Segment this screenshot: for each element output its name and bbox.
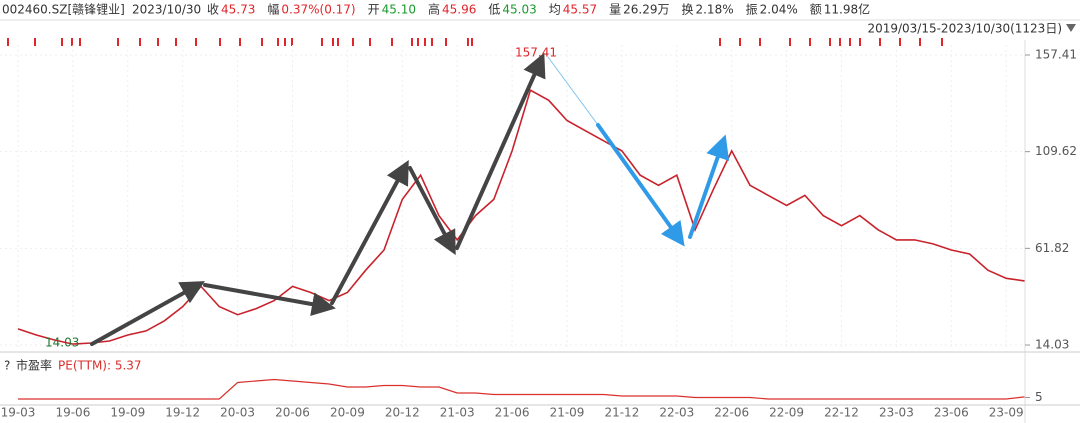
field-value: 11.98亿 <box>824 2 870 17</box>
x-tick-label: 22-12 <box>824 406 859 420</box>
plot: 19-03 19-06 19-09 19-12 20-03 20-06 20-09 20-12… <box>0 45 1077 420</box>
x-tick-label: 20-12 <box>385 406 420 420</box>
field-value: 2.04% <box>760 3 798 17</box>
x-tick-label: 21-09 <box>550 406 585 420</box>
arrow <box>90 281 205 346</box>
y-tick-label: 61.82 <box>1035 241 1069 255</box>
field-value: 0.37%(0.17) <box>281 3 355 17</box>
date-range: 2019/03/15-2023/10/30(1123日) <box>867 22 1062 36</box>
field-label: 振 <box>746 3 758 17</box>
arrow <box>408 166 456 256</box>
y-tick-label: 109.62 <box>1035 144 1077 158</box>
field-label: 幅 <box>267 2 279 17</box>
help-icon[interactable]: ? <box>4 359 10 373</box>
arrow <box>596 123 685 247</box>
x-tick-label: 21-12 <box>604 406 639 420</box>
x-tick-label: 19-09 <box>110 406 145 420</box>
arrow <box>203 283 336 316</box>
trend-arrows <box>90 52 730 346</box>
field-label: 额 <box>810 3 822 17</box>
x-tick-label: 23-09 <box>989 406 1024 420</box>
x-tick-label: 23-06 <box>934 406 969 420</box>
field-value: 45.57 <box>563 3 597 17</box>
y-tick-label: 5 <box>1035 390 1043 404</box>
price-line <box>17 89 1025 345</box>
field-value: 45.96 <box>442 3 476 17</box>
x-tick-label: 21-06 <box>495 406 530 420</box>
event-flags <box>7 38 943 46</box>
x-tick-label: 19-03 <box>1 406 36 420</box>
field-value: 2.18% <box>695 3 733 17</box>
field-value: 45.03 <box>502 3 536 17</box>
arrow <box>455 52 546 250</box>
field-label: 均 <box>549 3 561 17</box>
arrow <box>330 159 409 305</box>
field-label: 换 <box>681 3 693 17</box>
x-tick-label: 19-06 <box>55 406 90 420</box>
legend-entry: PE(TTM): 5.37 <box>58 359 142 373</box>
quote-fields: 收 45.73 幅 0.37%(0.17) 开 45.10 高 45.96 低 45.03 均 45.… <box>207 2 870 17</box>
field-label: 开 <box>368 3 380 17</box>
y-tick-label: 14.03 <box>1035 338 1069 352</box>
dropdown-icon[interactable] <box>1066 24 1076 32</box>
pe-title: 市盈率 <box>16 358 52 373</box>
x-tick-label: 22-09 <box>769 406 804 420</box>
x-tick-label: 19-12 <box>165 406 200 420</box>
x-tick-label: 21-03 <box>440 406 475 420</box>
field-label: 收 <box>207 3 219 17</box>
price-annotation: 157.41 <box>515 45 557 59</box>
field-value: 26.29万 <box>623 3 669 17</box>
field-label: 低 <box>488 3 500 17</box>
field-value: 45.10 <box>382 3 416 17</box>
x-tick-label: 22-03 <box>659 406 694 420</box>
arrow <box>547 56 599 126</box>
price-line <box>18 378 1025 400</box>
field-label: 高 <box>428 2 440 17</box>
x-tick-label: 20-06 <box>275 406 310 420</box>
date: 2023/10/30 <box>132 3 201 17</box>
x-tick-label: 23-03 <box>879 406 914 420</box>
field-label: 量 <box>609 3 621 17</box>
price-annotation: 14.03 <box>45 336 79 350</box>
x-tick-label: 22-06 <box>714 406 749 420</box>
x-tick-label: 20-09 <box>330 406 365 420</box>
arrow <box>688 134 730 239</box>
y-tick-label: 157.41 <box>1035 47 1077 61</box>
x-tick-label: 20-03 <box>220 406 255 420</box>
stock-code: 002460.SZ[赣锋锂业] <box>2 2 125 17</box>
field-value: 45.73 <box>221 3 255 17</box>
